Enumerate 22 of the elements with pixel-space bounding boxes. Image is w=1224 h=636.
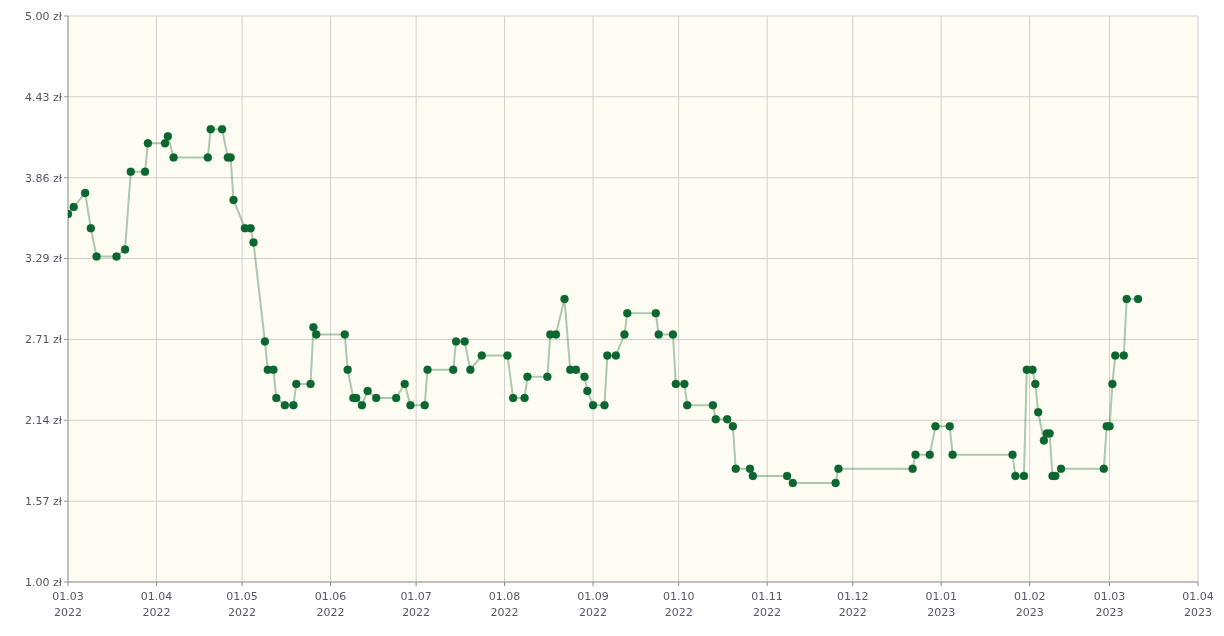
- x-tick-label: 01.09 2022: [577, 590, 609, 619]
- x-tick-label: 01.01 2023: [925, 590, 957, 619]
- x-tick-label: 01.12 2022: [836, 590, 869, 619]
- x-tick-label: 01.08 2022: [488, 590, 521, 619]
- x-tick-label: 01.03 2022: [52, 590, 84, 619]
- x-tick-label: 01.04 2022: [140, 590, 173, 619]
- y-tick-label: 3.29 zł: [25, 252, 63, 266]
- x-tick-label: 01.03 2023: [1093, 590, 1126, 619]
- y-tick-label: 3.86 zł: [25, 171, 63, 185]
- x-tick-label: 01.11 2022: [751, 590, 783, 619]
- x-tick-label: 01.06 2022: [314, 590, 347, 619]
- x-tick-label: 01.04 2023: [1182, 590, 1214, 619]
- y-tick-label: 5.00 zł: [25, 9, 63, 23]
- y-tick-label: 1.00 zł: [25, 575, 63, 589]
- y-tick-label: 1.57 zł: [25, 495, 63, 509]
- x-tick-label: 01.05 2022: [226, 590, 258, 619]
- y-tick-label: 4.43 zł: [25, 90, 63, 104]
- x-tick-label: 01.10 2022: [662, 590, 695, 619]
- x-tick-label: 01.07 2022: [400, 590, 432, 619]
- y-tick-label: 2.14 zł: [25, 414, 63, 428]
- x-tick-label: 01.02 2023: [1013, 590, 1046, 619]
- y-tick-label: 2.71 zł: [25, 333, 63, 347]
